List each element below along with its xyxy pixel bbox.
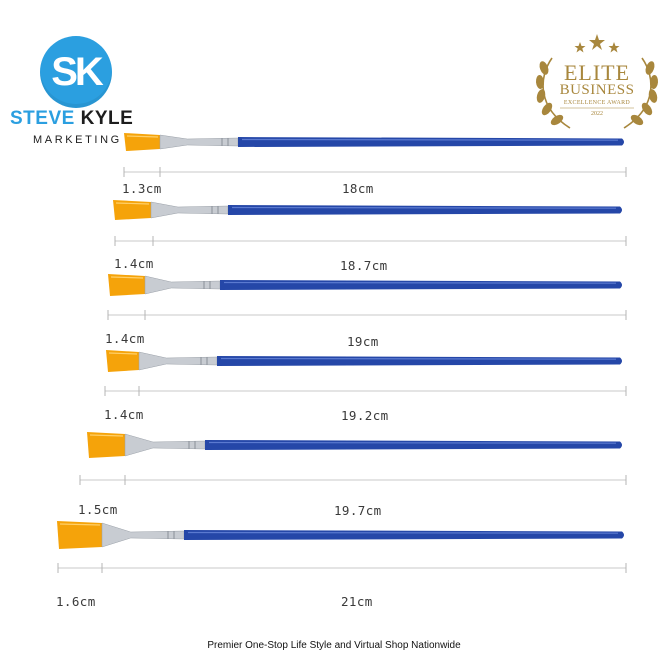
brush-2-bristles [113, 200, 151, 220]
award-title: ELITE [563, 60, 631, 85]
brush-6-bristles [57, 521, 102, 549]
brush-4-bristle-highlight [108, 352, 138, 355]
brush-4-bristles [106, 350, 139, 372]
brand-logo: SK STEVE KYLE MARKETING [0, 0, 160, 160]
brush-6-head-size: 1.6cm [56, 594, 96, 609]
brush-3-handle [220, 280, 622, 290]
brush-6-bristle-highlight [59, 523, 101, 526]
brush-3-ferrule [144, 275, 221, 295]
brand-name-rest: KYLE [80, 108, 134, 129]
brush-3-length: 19cm [347, 334, 379, 349]
brush-4-head-size: 1.4cm [104, 407, 144, 422]
brand-subtitle: MARKETING [33, 134, 122, 146]
brush-5-handle-shine [208, 441, 617, 444]
brush-3-head-size: 1.4cm [105, 331, 145, 346]
brush-4-ferrule [138, 351, 218, 371]
brush-5-ferrule [124, 433, 206, 457]
brush-1-bristle-highlight [126, 135, 159, 138]
brand-name-first: STEVE [10, 108, 75, 129]
brush-3-bristles [108, 274, 145, 296]
brush-2-bristle-highlight [115, 202, 150, 205]
brush-2-handle-shine [231, 206, 617, 209]
brush-5-handle [205, 440, 622, 450]
elite-award-badge: ELITE BUSINESS EXCELLENCE AWARD 2022 [530, 28, 664, 138]
logo-circle: SK [40, 36, 112, 108]
brush-1-handle-shine [241, 138, 619, 141]
brush-1-length: 18cm [342, 181, 374, 196]
brush-set-illustration [57, 133, 627, 573]
brush-3-handle-shine [223, 281, 617, 284]
brush-1-ferrule [159, 134, 239, 150]
brush-4-handle [217, 356, 622, 366]
logo-monogram: SK [51, 49, 104, 94]
brush-6-handle-shine [187, 531, 619, 534]
brush-5-head-size: 1.5cm [78, 502, 118, 517]
brush-1-bristles [124, 133, 160, 151]
brush-1-handle [238, 137, 624, 147]
brush-2-length: 18.7cm [340, 258, 388, 273]
brush-1-head-size: 1.3cm [122, 181, 162, 196]
award-subtitle: BUSINESS [559, 82, 635, 98]
brush-3-bristle-highlight [110, 276, 144, 279]
brush-5-bristles [87, 432, 125, 458]
brush-2-head-size: 1.4cm [114, 256, 154, 271]
laurel-wreath-icon [535, 34, 659, 129]
brush-4-handle-shine [220, 357, 617, 360]
brush-5-length: 19.7cm [334, 503, 382, 518]
award-year: 2022 [591, 111, 603, 117]
brush-4-length: 19.2cm [341, 408, 389, 423]
brush-5-bristle-highlight [89, 434, 124, 437]
footer-tagline: Premier One-Stop Life Style and Virtual … [207, 640, 461, 651]
brush-2-handle [228, 205, 622, 215]
brand-name: STEVE KYLE [10, 108, 160, 130]
brush-2-ferrule [150, 201, 229, 219]
brush-6-length: 21cm [341, 594, 373, 609]
brush-6-handle [184, 530, 624, 540]
award-caption: EXCELLENCE AWARD [563, 100, 631, 106]
brush-6-ferrule [101, 522, 185, 548]
